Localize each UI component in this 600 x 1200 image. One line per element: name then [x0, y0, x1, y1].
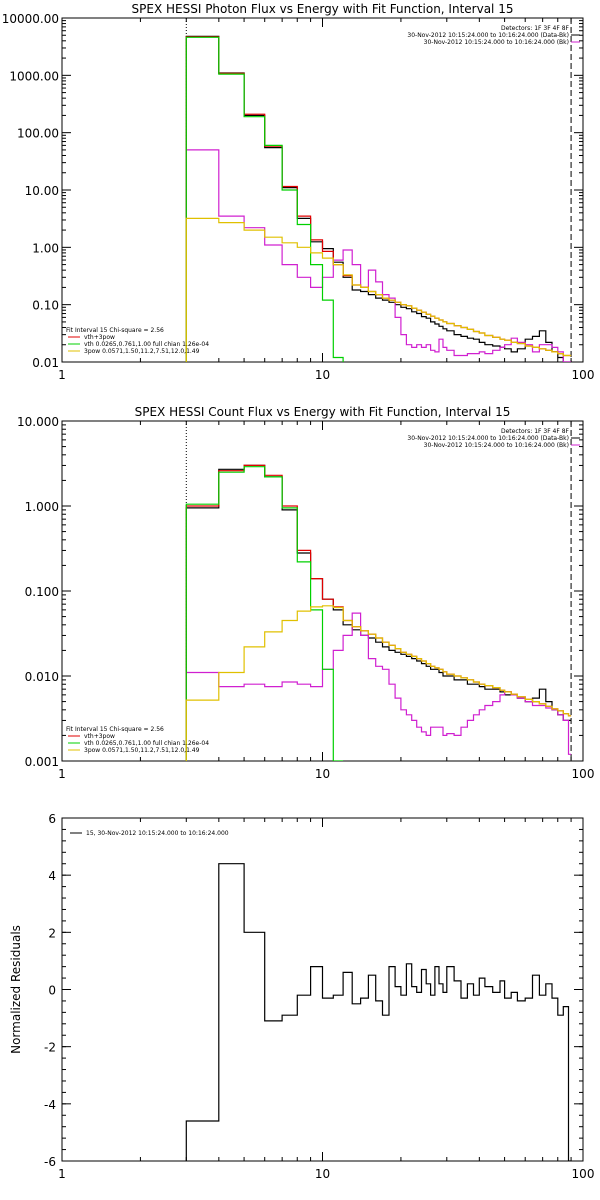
legend-line: vth+3pow	[84, 733, 115, 740]
x-tick-label: 100	[572, 1167, 595, 1181]
chart-1: SPEX HESSI Photon Flux vs Energy with Fi…	[2, 2, 595, 382]
x-tick-label: 100	[572, 767, 595, 781]
info-line: Detectors: 1F 3F 4F 8F	[501, 25, 570, 32]
x-tick-label: 10	[315, 368, 330, 382]
x-tick-label: 1	[58, 368, 66, 382]
y-tick-label: 1000.00	[9, 69, 59, 83]
chart-3: 1 10 100 6 4 2 0 -2 -4 -6 Normalized Residuals 15, …	[9, 812, 594, 1181]
series-bk	[185, 149, 572, 362]
y-tick-label: 10000.00	[2, 12, 59, 26]
y-tick-label: 0.001	[25, 755, 59, 769]
legend-line: 3pow 0.0571,1.50,11.2,7.51,12.0,1.49	[84, 747, 200, 754]
legend-line: Fit Interval 15 Chi-square = 2.56	[66, 327, 164, 334]
legend-line: vth 0.0265,0.761,1.00 full chian 1.26e-0…	[84, 740, 209, 747]
series-3pow	[185, 605, 572, 761]
series-group	[185, 863, 572, 1161]
y-tick-label: 100.00	[17, 127, 59, 141]
y-tick-label: 1.00	[32, 241, 59, 255]
x-tick-label: 100	[572, 368, 595, 382]
x-tick-label: 10	[315, 1167, 330, 1181]
x-tick-label: 1	[58, 1167, 66, 1181]
chart-title: SPEX HESSI Count Flux vs Energy with Fit…	[135, 405, 511, 419]
chart-title: SPEX HESSI Photon Flux vs Energy with Fi…	[132, 2, 514, 16]
y-tick-label: 0.010	[25, 670, 59, 684]
x-tick-label: 1	[58, 767, 66, 781]
y-tick-label: 0	[48, 984, 56, 998]
series-3pow	[185, 217, 572, 362]
info-line: Detectors: 1F 3F 4F 8F	[501, 428, 570, 435]
y-tick-label: -6	[44, 1155, 56, 1169]
info-line: 30-Nov-2012 10:15:24.000 to 10:16:24.000…	[407, 32, 569, 39]
y-tick-label: 0.100	[25, 585, 59, 599]
series-data-bk	[185, 35, 572, 362]
y-tick-label: 1.000	[25, 500, 59, 514]
legend-line: vth 0.0265,0.761,1.00 full chian 1.26e-0…	[84, 341, 209, 348]
info-line: 30-Nov-2012 10:15:24.000 to 10:16:24.000…	[424, 442, 569, 449]
legend-line: Fit Interval 15 Chi-square = 2.56	[66, 726, 164, 733]
legend-line: 15, 30-Nov-2012 10:15:24.000 to 10:16:24…	[86, 830, 229, 837]
y-tick-label: 10.00	[25, 184, 59, 198]
y-tick-label: -2	[44, 1041, 56, 1055]
legend-line: 3pow 0.0571,1.50,11.2,7.51,12.0,1.49	[84, 348, 200, 355]
legend-line: vth+3pow	[84, 334, 115, 341]
y-tick-label: 0.10	[32, 299, 59, 313]
y-tick-label: 2	[48, 926, 56, 940]
y-tick-label: 0.01	[32, 356, 59, 370]
series-group	[185, 464, 572, 761]
axes-frame	[61, 17, 584, 363]
chart-2: SPEX HESSI Count Flux vs Energy with Fit…	[17, 405, 594, 781]
info-line: 30-Nov-2012 10:15:24.000 to 10:16:24.000…	[407, 435, 569, 442]
y-tick-label: -4	[44, 1098, 56, 1112]
x-tick-label: 10	[315, 767, 330, 781]
series-group	[185, 35, 572, 362]
y-tick-label: 10.000	[17, 415, 59, 429]
y-tick-label: 4	[48, 869, 56, 883]
series-vth	[185, 36, 344, 362]
series-data-bk	[185, 464, 572, 761]
y-axis-label: Normalized Residuals	[9, 925, 23, 1054]
series-vth-3pow	[185, 464, 572, 761]
y-tick-label: 6	[48, 812, 56, 826]
series-bk	[185, 612, 572, 761]
series-15-30-nov-2012-10-15-24-000-to-10-16-24-000	[185, 863, 572, 1161]
info-line: 30-Nov-2012 10:15:24.000 to 10:16:24.000…	[424, 39, 569, 46]
series-vth	[185, 466, 344, 761]
